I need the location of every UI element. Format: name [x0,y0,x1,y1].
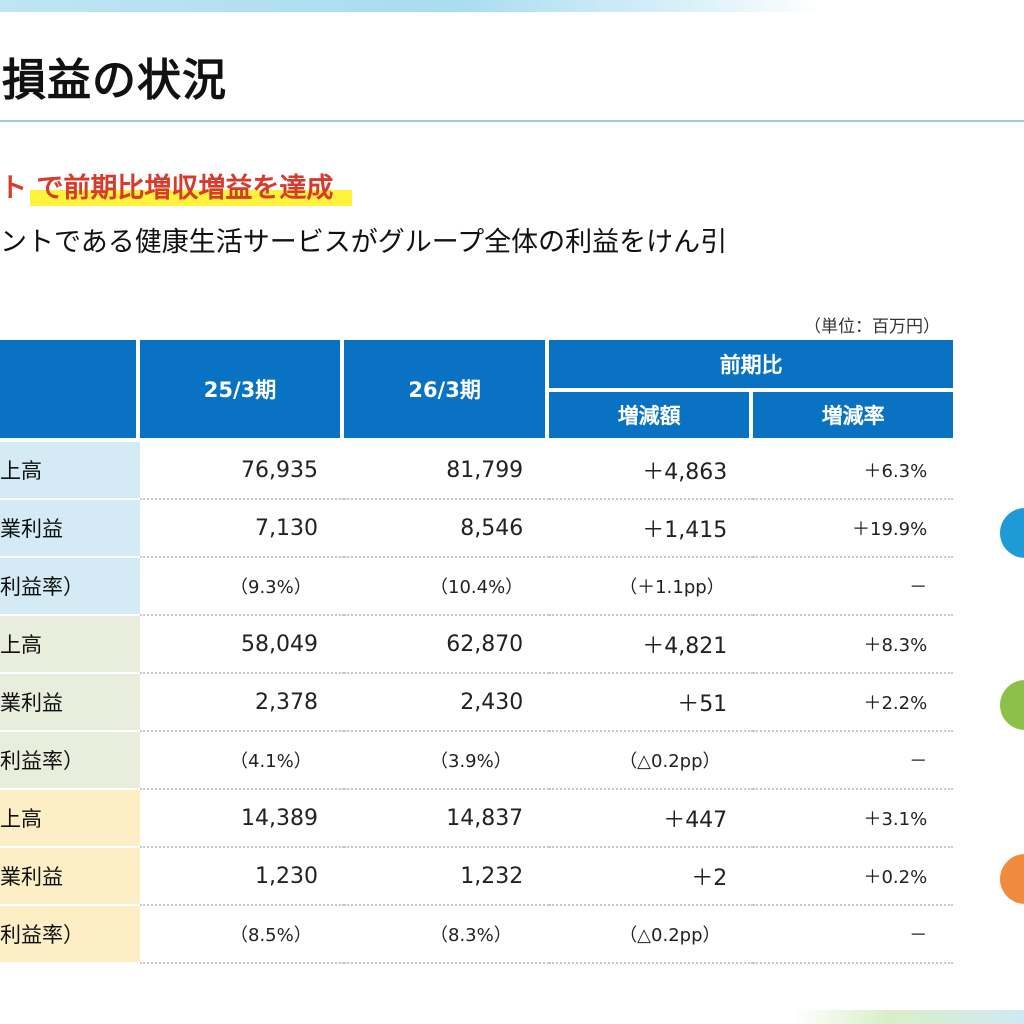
cell-rate: － [753,732,954,790]
title-divider [0,120,1024,122]
top-decoration-band [0,0,820,12]
cell-fy25: （4.1%） [140,732,344,790]
cell-fy26: 14,837 [344,790,550,848]
subheadline: ントである健康生活サービスがグループ全体の利益をけん引 [0,227,728,258]
cell-rate: ＋2.2% [753,674,954,732]
table-row: 利益率） （4.1%） （3.9%） （△0.2pp） － [0,732,954,790]
page-title: 損益の状況 [2,55,227,106]
cell-rate: ＋6.3% [753,442,954,500]
segment-marker-green-dot [1000,680,1024,730]
cell-fy26: 8,546 [344,500,550,558]
cell-fy25: 58,049 [140,616,344,674]
table-row: 上高 58,049 62,870 ＋4,821 ＋8.3% [0,616,954,674]
pl-table-wrapper: 25/3期 26/3期 前期比 増減額 増減率 上高 76,935 81,799… [0,340,954,964]
cell-fy26: 1,232 [344,848,550,906]
cell-fy26: 81,799 [344,442,550,500]
cell-rate: ＋8.3% [753,616,954,674]
cell-diff: ＋2 [549,848,754,906]
row-label: 上高 [0,616,140,674]
header-label-blank [0,340,140,442]
cell-diff: （△0.2pp） [549,732,754,790]
cell-diff: ＋447 [549,790,754,848]
cell-fy25: 76,935 [140,442,344,500]
row-label: 業利益 [0,674,140,732]
cell-fy25: （8.5%） [140,906,344,964]
cell-diff: ＋51 [549,674,754,732]
segment-marker-blue-dot [1000,508,1024,558]
cell-rate: ＋19.9% [753,500,954,558]
cell-rate: － [753,558,954,616]
segment-marker-orange-dot [1000,854,1024,904]
table-row: 業利益 1,230 1,232 ＋2 ＋0.2% [0,848,954,906]
row-label: 利益率） [0,558,140,616]
cell-fy25: 14,389 [140,790,344,848]
cell-diff: （＋1.1pp） [549,558,754,616]
header-rate: 増減率 [753,392,954,442]
cell-fy25: 2,378 [140,674,344,732]
header-fy25: 25/3期 [140,340,344,442]
table-row: 上高 76,935 81,799 ＋4,863 ＋6.3% [0,442,954,500]
cell-diff: ＋4,863 [549,442,754,500]
header-fy26: 26/3期 [344,340,550,442]
cell-fy26: 62,870 [344,616,550,674]
row-label: 上高 [0,790,140,848]
cell-fy25: （9.3%） [140,558,344,616]
cell-rate: － [753,906,954,964]
header-diff: 増減額 [549,392,754,442]
unit-note: （単位：百万円） [804,317,940,337]
cell-fy25: 1,230 [140,848,344,906]
table-row: 上高 14,389 14,837 ＋447 ＋3.1% [0,790,954,848]
bottom-decoration-band [794,1010,1024,1024]
cell-fy26: （8.3%） [344,906,550,964]
table-row: 業利益 2,378 2,430 ＋51 ＋2.2% [0,674,954,732]
cell-fy26: （10.4%） [344,558,550,616]
row-label: 利益率） [0,732,140,790]
cell-diff: ＋1,415 [549,500,754,558]
row-label: 利益率） [0,906,140,964]
row-label: 上高 [0,442,140,500]
table-row: 利益率） （9.3%） （10.4%） （＋1.1pp） － [0,558,954,616]
header-yoy: 前期比 [549,340,954,392]
headline-text: ト で前期比増収増益を達成 [0,173,334,204]
cell-diff: （△0.2pp） [549,906,754,964]
pl-table: 25/3期 26/3期 前期比 増減額 増減率 上高 76,935 81,799… [0,340,954,964]
table-row: 業利益 7,130 8,546 ＋1,415 ＋19.9% [0,500,954,558]
cell-fy26: 2,430 [344,674,550,732]
row-label: 業利益 [0,848,140,906]
cell-fy25: 7,130 [140,500,344,558]
cell-rate: ＋0.2% [753,848,954,906]
cell-diff: ＋4,821 [549,616,754,674]
cell-fy26: （3.9%） [344,732,550,790]
headline-highlight [30,190,352,206]
cell-rate: ＋3.1% [753,790,954,848]
table-row: 利益率） （8.5%） （8.3%） （△0.2pp） － [0,906,954,964]
headline: ト で前期比増収増益を達成 [0,166,352,206]
row-label: 業利益 [0,500,140,558]
